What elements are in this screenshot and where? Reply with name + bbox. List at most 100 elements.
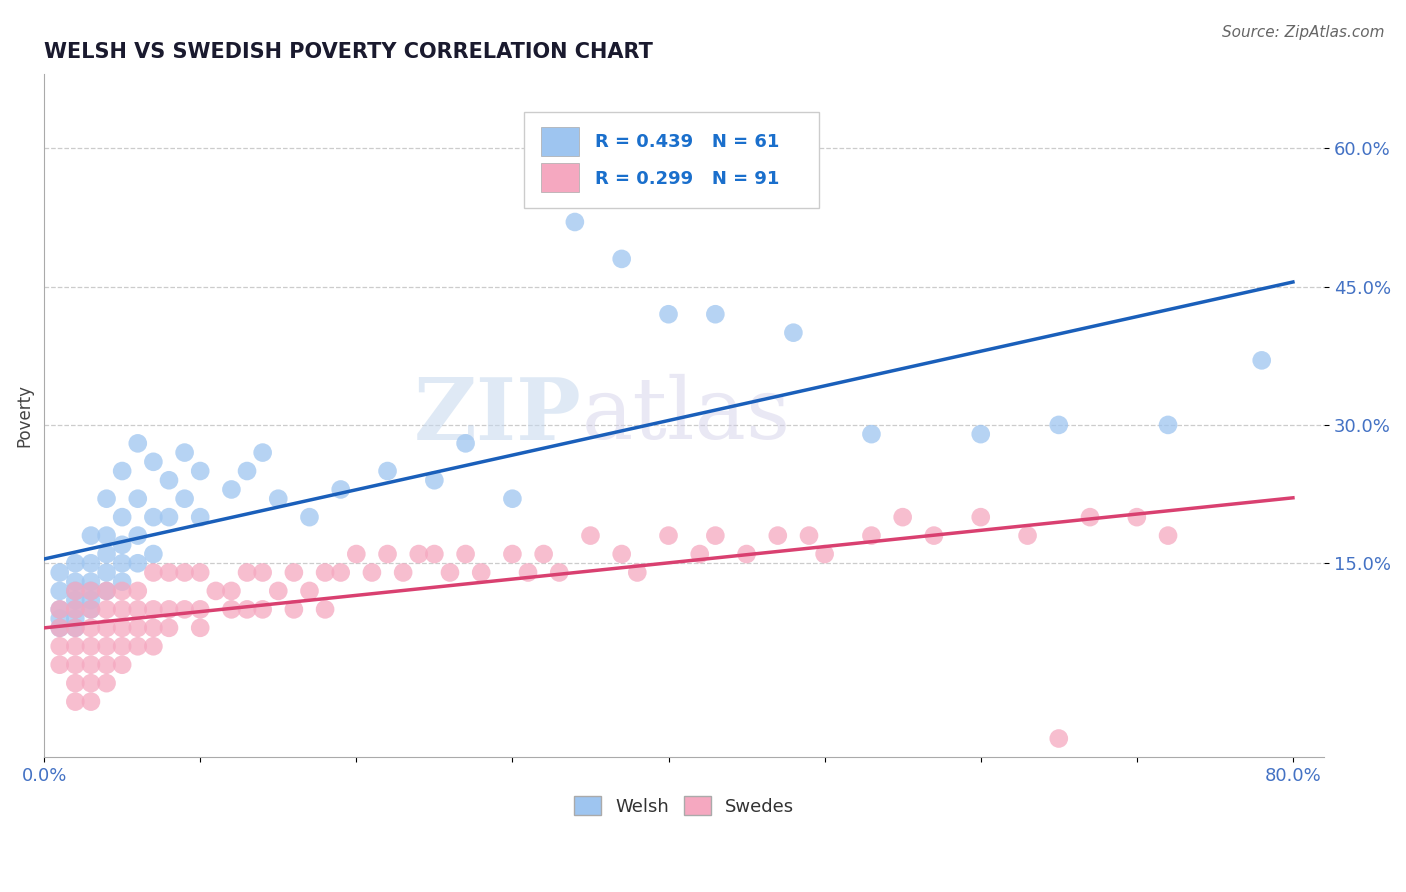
Point [127, 640, 149, 654]
Point [142, 602, 165, 616]
Point [298, 510, 321, 524]
Point [533, 547, 555, 561]
Point [48, 657, 70, 672]
Point [157, 473, 180, 487]
Point [127, 583, 149, 598]
Point [283, 602, 305, 616]
Point [970, 510, 993, 524]
Point [80, 556, 103, 570]
Point [157, 510, 180, 524]
Point [423, 547, 446, 561]
Point [80, 583, 103, 598]
Point [65, 574, 87, 589]
Point [48, 640, 70, 654]
Text: Source: ZipAtlas.com: Source: ZipAtlas.com [1222, 25, 1385, 40]
Point [221, 583, 243, 598]
Point [65, 695, 87, 709]
Point [142, 455, 165, 469]
Point [439, 566, 461, 580]
Point [96, 602, 118, 616]
Point [48, 602, 70, 616]
Point [922, 528, 945, 542]
Point [1047, 731, 1070, 746]
Point [127, 491, 149, 506]
Point [80, 602, 103, 616]
Point [80, 640, 103, 654]
Point [704, 528, 727, 542]
Point [408, 547, 430, 561]
Point [142, 640, 165, 654]
Point [1047, 417, 1070, 432]
Point [579, 528, 602, 542]
Point [860, 528, 883, 542]
Point [1078, 510, 1101, 524]
Point [188, 602, 211, 616]
Point [221, 483, 243, 497]
Point [48, 612, 70, 626]
Point [454, 547, 477, 561]
Point [111, 640, 134, 654]
Point [377, 547, 399, 561]
Point [96, 566, 118, 580]
Point [267, 491, 290, 506]
Point [173, 602, 195, 616]
Point [564, 215, 586, 229]
Point [173, 566, 195, 580]
Point [344, 547, 367, 561]
Point [80, 676, 103, 690]
Point [1017, 528, 1039, 542]
Point [96, 583, 118, 598]
Text: R = 0.439   N = 61: R = 0.439 N = 61 [595, 134, 779, 152]
Point [65, 612, 87, 626]
Point [891, 510, 914, 524]
Point [610, 547, 633, 561]
Point [142, 510, 165, 524]
Point [298, 583, 321, 598]
Text: WELSH VS SWEDISH POVERTY CORRELATION CHART: WELSH VS SWEDISH POVERTY CORRELATION CHA… [44, 42, 652, 62]
Point [173, 445, 195, 459]
Point [65, 621, 87, 635]
Point [236, 464, 259, 478]
Point [626, 566, 648, 580]
Point [96, 640, 118, 654]
FancyBboxPatch shape [524, 112, 818, 208]
Point [65, 556, 87, 570]
Point [735, 547, 758, 561]
Point [205, 583, 228, 598]
Point [111, 583, 134, 598]
Point [610, 252, 633, 266]
Point [127, 436, 149, 450]
Point [65, 657, 87, 672]
Point [111, 538, 134, 552]
Point [111, 574, 134, 589]
Text: ZIP: ZIP [413, 374, 582, 458]
Point [65, 640, 87, 654]
Point [96, 621, 118, 635]
Point [283, 566, 305, 580]
Point [860, 427, 883, 442]
Text: atlas: atlas [582, 374, 790, 458]
Point [423, 473, 446, 487]
Point [392, 566, 415, 580]
Point [188, 510, 211, 524]
Point [111, 621, 134, 635]
Point [314, 602, 336, 616]
Point [111, 556, 134, 570]
Point [48, 621, 70, 635]
Point [782, 326, 804, 340]
Point [96, 547, 118, 561]
Point [80, 574, 103, 589]
Point [766, 528, 789, 542]
Point [689, 547, 711, 561]
FancyBboxPatch shape [541, 127, 579, 155]
Point [329, 483, 352, 497]
Point [127, 556, 149, 570]
Point [80, 657, 103, 672]
Point [96, 657, 118, 672]
Point [517, 566, 540, 580]
Point [127, 528, 149, 542]
Point [80, 602, 103, 616]
Point [814, 547, 837, 561]
Point [96, 528, 118, 542]
Point [236, 602, 259, 616]
